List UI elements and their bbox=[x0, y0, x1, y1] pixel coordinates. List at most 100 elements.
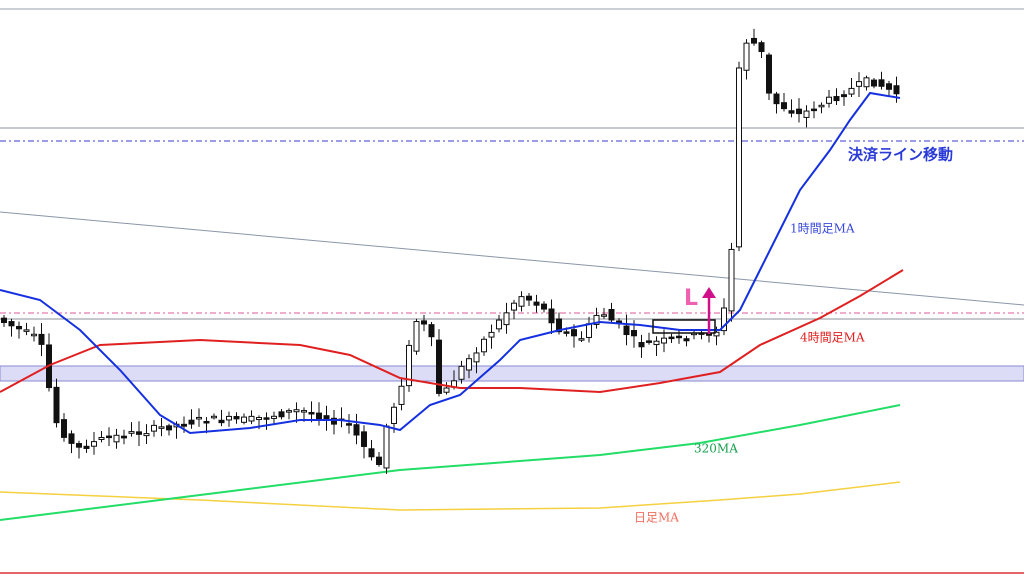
candle-body bbox=[593, 314, 600, 325]
candle-body bbox=[541, 303, 547, 310]
candle-body bbox=[53, 386, 60, 424]
ma-320-label: 320MA bbox=[694, 442, 738, 456]
candle-body bbox=[473, 352, 480, 363]
candle-body bbox=[526, 295, 532, 301]
candle-body bbox=[323, 415, 330, 421]
candle-body bbox=[766, 54, 772, 94]
candle-body bbox=[121, 435, 127, 439]
ma-4h-label: 4時間足MA bbox=[800, 331, 865, 345]
candle-body bbox=[181, 423, 187, 427]
candle-body bbox=[511, 302, 517, 311]
candle-body bbox=[841, 94, 847, 98]
candle-body bbox=[503, 312, 510, 326]
candle-body bbox=[271, 415, 277, 419]
candle-body bbox=[796, 108, 802, 115]
candle-body bbox=[878, 79, 885, 87]
candle-body bbox=[668, 336, 675, 340]
candle-body bbox=[346, 423, 352, 426]
candle-body bbox=[743, 42, 750, 71]
candle-body bbox=[533, 301, 540, 306]
candle-body bbox=[661, 337, 667, 344]
candle-body bbox=[406, 344, 412, 387]
candle-body bbox=[428, 324, 435, 338]
candle-body bbox=[518, 296, 525, 307]
candle-body bbox=[218, 419, 225, 424]
candle-body bbox=[376, 456, 382, 466]
candle-body bbox=[443, 387, 450, 393]
candle-body bbox=[886, 83, 892, 90]
candle-body bbox=[76, 443, 82, 448]
exit-line-label: 決済ライン移動 bbox=[848, 146, 953, 164]
candle-body bbox=[368, 448, 375, 458]
candle-body bbox=[496, 319, 502, 330]
candle-body bbox=[713, 331, 720, 337]
candle-body bbox=[398, 385, 405, 405]
candle-body bbox=[68, 433, 75, 444]
candle-body bbox=[391, 406, 397, 424]
candle-body bbox=[233, 416, 240, 420]
candle-body bbox=[413, 321, 420, 352]
candle-body bbox=[83, 445, 90, 449]
candle-body bbox=[278, 411, 285, 418]
ma-1h-label: 1時間足MA bbox=[790, 222, 855, 236]
entry-arrowhead bbox=[702, 287, 716, 298]
candle-body bbox=[631, 330, 637, 337]
trend-line bbox=[0, 211, 1024, 306]
candle-body bbox=[863, 77, 870, 88]
ma-320 bbox=[0, 404, 901, 521]
zone-band bbox=[0, 365, 1024, 382]
candle-body bbox=[316, 412, 322, 420]
candle-body bbox=[488, 331, 495, 338]
candle-body bbox=[421, 320, 427, 325]
candle-body bbox=[38, 333, 45, 345]
candle-body bbox=[248, 415, 255, 422]
daily-ma bbox=[0, 481, 901, 511]
candle-body bbox=[481, 338, 487, 353]
candle-body bbox=[676, 335, 682, 339]
candle-body bbox=[751, 37, 757, 44]
candle-body bbox=[638, 342, 645, 348]
candle-body bbox=[856, 81, 862, 87]
candle-body bbox=[773, 93, 780, 105]
candle-body bbox=[91, 441, 97, 447]
candle-body bbox=[458, 365, 465, 380]
candle-body bbox=[383, 425, 390, 469]
entry-label: L bbox=[684, 286, 698, 311]
candle-body bbox=[1, 317, 7, 323]
candle-body bbox=[301, 410, 307, 413]
candle-body bbox=[196, 416, 202, 420]
candle-body bbox=[286, 410, 292, 413]
candle-body bbox=[571, 329, 577, 337]
candle-body bbox=[818, 104, 825, 108]
candle-body bbox=[331, 417, 337, 425]
candle-body bbox=[623, 325, 630, 336]
candle-body bbox=[166, 425, 172, 431]
candle-body bbox=[466, 358, 472, 371]
candle-body bbox=[143, 433, 150, 437]
candle-body bbox=[293, 409, 300, 413]
candle-body bbox=[211, 415, 217, 419]
candle-body bbox=[683, 338, 690, 342]
candle-body bbox=[151, 424, 157, 432]
candle-body bbox=[601, 314, 607, 317]
candle-body bbox=[136, 431, 142, 435]
candle-body bbox=[31, 333, 37, 337]
candle-body bbox=[646, 340, 652, 343]
candle-body bbox=[23, 329, 30, 332]
candle-body bbox=[353, 424, 360, 436]
candle-body bbox=[826, 96, 832, 104]
candle-body bbox=[226, 415, 232, 421]
candle-body bbox=[241, 416, 247, 423]
candle-body bbox=[113, 434, 120, 443]
candle-body bbox=[728, 248, 735, 312]
candle-body bbox=[98, 436, 105, 440]
candle-body bbox=[848, 87, 855, 95]
candle-body bbox=[833, 96, 840, 102]
candle-body bbox=[256, 417, 262, 421]
candle-body bbox=[61, 419, 67, 438]
candle-body bbox=[653, 340, 660, 346]
candle-body bbox=[586, 323, 592, 338]
candle-body bbox=[8, 321, 15, 327]
